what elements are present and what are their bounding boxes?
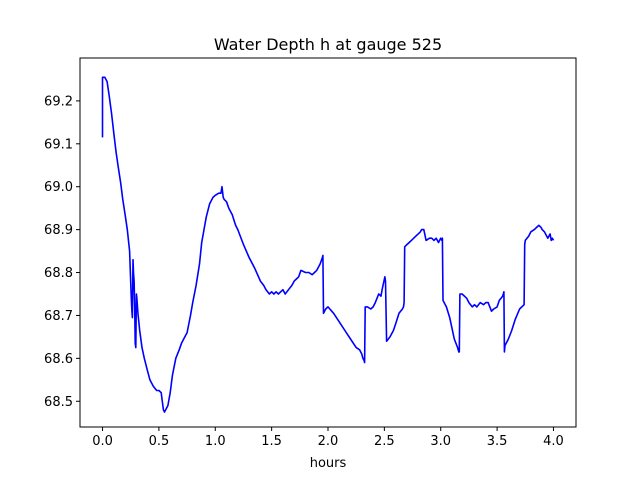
y-tick-label: 69.2 [44, 94, 73, 109]
x-axis-title: hours [310, 456, 347, 471]
y-tick-label: 68.9 [44, 223, 73, 238]
x-tick-label: 4.0 [543, 434, 564, 449]
y-tick-label: 68.7 [44, 309, 73, 324]
x-tick-label: 1.5 [261, 434, 282, 449]
x-tick-label: 3.5 [487, 434, 508, 449]
y-tick-label: 69.0 [44, 180, 73, 195]
plot-area: 0.0 0.5 1.0 1.5 2.0 2.5 3.0 3.5 4.0 68.5 68.6 68.7 6… [44, 57, 577, 449]
x-tick-label: 1.0 [205, 434, 226, 449]
y-tick-label: 68.5 [44, 395, 73, 410]
x-tick-label: 2.0 [318, 434, 339, 449]
x-tick-label: 0.0 [92, 434, 113, 449]
chart-title: Water Depth h at gauge 525 [214, 35, 442, 54]
y-tick-label: 68.8 [44, 266, 73, 281]
x-tick-label: 0.5 [149, 434, 170, 449]
x-tick-label: 2.5 [374, 434, 395, 449]
series-line-1 [101, 76, 555, 413]
y-tick-label: 69.1 [44, 137, 73, 152]
x-tick-label: 3.0 [430, 434, 451, 449]
y-tick-label: 68.6 [44, 352, 73, 367]
